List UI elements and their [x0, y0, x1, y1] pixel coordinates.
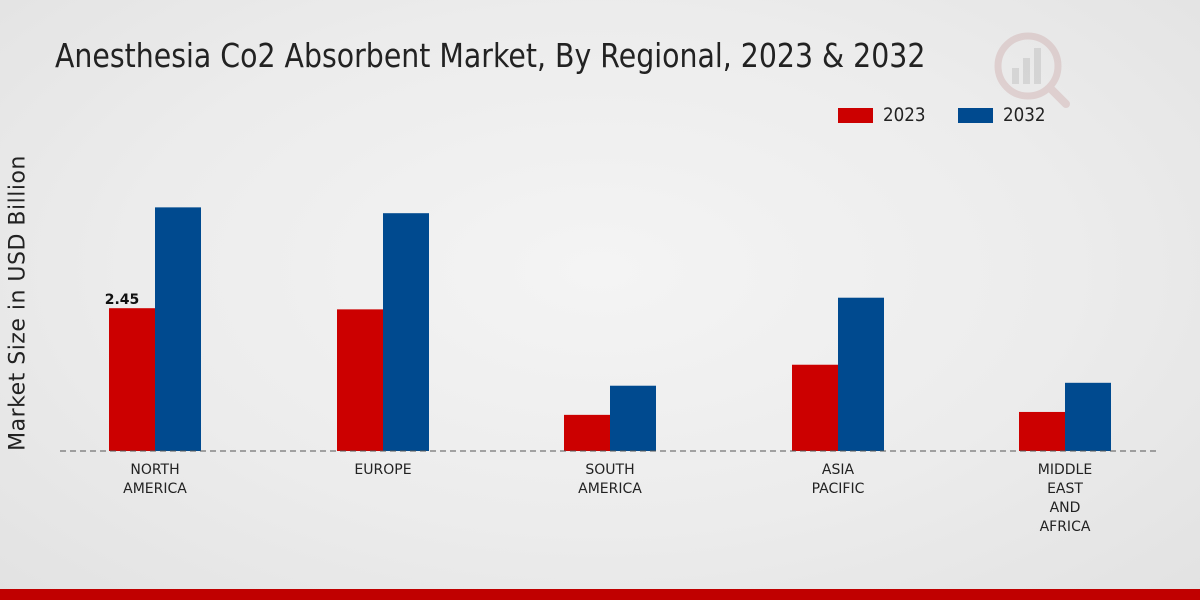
bar-2032-3 [838, 297, 884, 451]
legend-swatch-2023 [838, 107, 873, 123]
bar-2023-2 [564, 414, 610, 451]
data-label: 2.45 [105, 292, 140, 308]
chart-title: Anesthesia Co2 Absorbent Market, By Regi… [55, 36, 926, 75]
legend-item-2032: 2032 [958, 104, 1051, 126]
x-tick-label: NORTH AMERICA [123, 462, 187, 497]
bar-2032-2 [610, 385, 656, 451]
x-tick-label: ASIA PACIFIC [812, 462, 865, 497]
bar-2023-3 [792, 364, 838, 451]
legend-label-2032: 2032 [1003, 104, 1046, 126]
footer-bar [0, 589, 1200, 600]
bar-2032-1 [383, 213, 429, 451]
x-tick-label: SOUTH AMERICA [578, 462, 642, 497]
bar-2032-0 [155, 207, 201, 451]
bar-2032-4 [1065, 382, 1111, 451]
watermark-logo-icon [994, 32, 1070, 108]
bar-2023-0 [109, 308, 155, 451]
x-tick-label: MIDDLE EAST AND AFRICA [1038, 462, 1092, 535]
legend-item-2023: 2023 [838, 104, 931, 126]
legend-swatch-2032 [958, 107, 993, 123]
bar-2023-4 [1019, 411, 1065, 451]
bar-2023-1 [337, 309, 383, 451]
legend-label-2023: 2023 [883, 104, 926, 126]
x-tick-label: EUROPE [354, 462, 411, 478]
